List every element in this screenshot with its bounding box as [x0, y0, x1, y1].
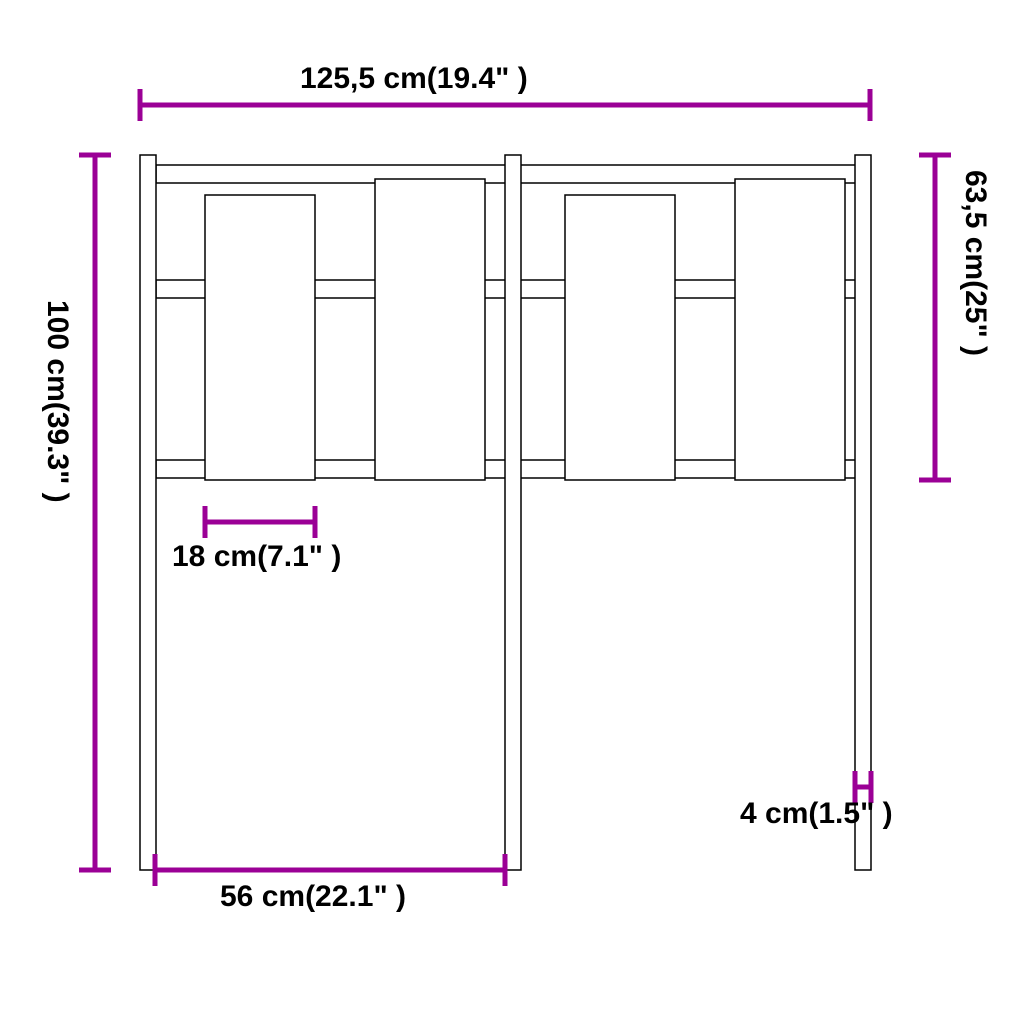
- leg-2: [855, 155, 871, 870]
- dim-label-leg-width: 4 cm(1.5" ): [740, 797, 893, 831]
- dim-label-top-width: 125,5 cm(19.4" ): [300, 62, 528, 96]
- diagram-svg: [0, 0, 1024, 1024]
- product-drawing: [140, 155, 871, 870]
- leg-1: [505, 155, 521, 870]
- slat-3: [735, 179, 845, 480]
- diagram-stage: 125,5 cm(19.4" ) 63,5 cm(25" ) 100 cm(39.3…: [0, 0, 1024, 1024]
- slat-2: [565, 195, 675, 480]
- dim-label-right-height: 63,5 cm(25" ): [958, 170, 992, 356]
- slat-0: [205, 195, 315, 480]
- dim-label-half-width: 56 cm(22.1" ): [220, 880, 406, 914]
- slat-1: [375, 179, 485, 480]
- leg-0: [140, 155, 156, 870]
- dim-label-slat-width: 18 cm(7.1" ): [172, 540, 341, 574]
- dim-label-left-height: 100 cm(39.3" ): [40, 300, 74, 503]
